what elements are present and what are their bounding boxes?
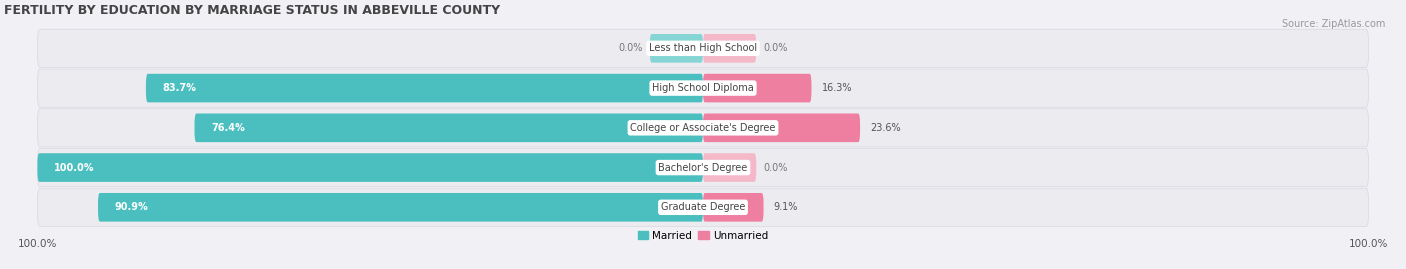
FancyBboxPatch shape — [703, 34, 756, 63]
FancyBboxPatch shape — [650, 34, 703, 63]
FancyBboxPatch shape — [38, 69, 1368, 107]
Text: 23.6%: 23.6% — [870, 123, 901, 133]
Text: High School Diploma: High School Diploma — [652, 83, 754, 93]
Text: Graduate Degree: Graduate Degree — [661, 202, 745, 212]
FancyBboxPatch shape — [98, 193, 703, 222]
Text: Less than High School: Less than High School — [650, 43, 756, 53]
FancyBboxPatch shape — [703, 74, 811, 102]
Text: College or Associate's Degree: College or Associate's Degree — [630, 123, 776, 133]
Text: 0.0%: 0.0% — [619, 43, 643, 53]
Text: 76.4%: 76.4% — [211, 123, 245, 133]
FancyBboxPatch shape — [38, 29, 1368, 68]
Text: 0.0%: 0.0% — [763, 162, 787, 172]
Text: Source: ZipAtlas.com: Source: ZipAtlas.com — [1281, 19, 1385, 29]
Text: 0.0%: 0.0% — [763, 43, 787, 53]
FancyBboxPatch shape — [703, 153, 756, 182]
FancyBboxPatch shape — [194, 114, 703, 142]
Text: 9.1%: 9.1% — [773, 202, 799, 212]
FancyBboxPatch shape — [703, 114, 860, 142]
FancyBboxPatch shape — [703, 193, 763, 222]
Text: 100.0%: 100.0% — [53, 162, 94, 172]
FancyBboxPatch shape — [38, 109, 1368, 147]
FancyBboxPatch shape — [146, 74, 703, 102]
Text: Bachelor's Degree: Bachelor's Degree — [658, 162, 748, 172]
Text: 90.9%: 90.9% — [115, 202, 149, 212]
Text: 83.7%: 83.7% — [163, 83, 197, 93]
Text: FERTILITY BY EDUCATION BY MARRIAGE STATUS IN ABBEVILLE COUNTY: FERTILITY BY EDUCATION BY MARRIAGE STATU… — [4, 4, 501, 17]
FancyBboxPatch shape — [38, 148, 1368, 187]
FancyBboxPatch shape — [38, 153, 703, 182]
Text: 16.3%: 16.3% — [821, 83, 852, 93]
Legend: Married, Unmarried: Married, Unmarried — [634, 226, 772, 245]
FancyBboxPatch shape — [38, 188, 1368, 226]
